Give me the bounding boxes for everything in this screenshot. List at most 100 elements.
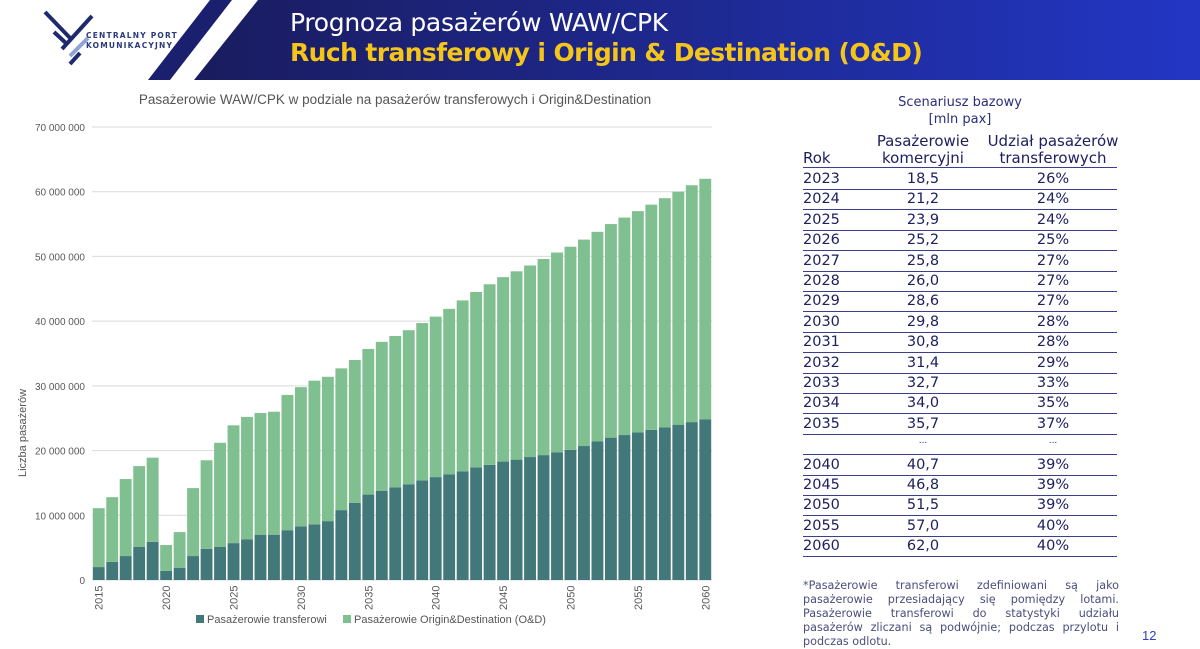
bar-od-2041 <box>443 308 456 475</box>
table-row: 2023 18,5 26% <box>803 169 1117 190</box>
cell-year: 2032 <box>803 354 840 371</box>
bar-transfer-2048 <box>537 455 550 580</box>
bar-od-2059 <box>685 185 698 423</box>
cell-share: 27% <box>1036 293 1070 310</box>
col-header-year: Rok <box>803 149 831 167</box>
bar-od-2019 <box>146 457 159 542</box>
page-title: Prognoza pasażerów WAW/CPK <box>290 8 668 37</box>
cell-share: 39% <box>1036 477 1070 493</box>
bar-od-2029 <box>281 394 294 531</box>
bar-transfer-2044 <box>483 464 496 580</box>
bar-transfer-2025 <box>227 543 240 580</box>
table-row: 2025 23,9 24% <box>803 210 1117 231</box>
bar-od-2028 <box>268 411 280 535</box>
table-row: 2045 46,8 39% <box>803 475 1117 496</box>
bar-transfer-2054 <box>618 435 631 580</box>
bar-transfer-2026 <box>241 539 253 580</box>
bar-od-2055 <box>631 211 644 433</box>
bar-transfer-2017 <box>119 556 132 580</box>
x-tick-label: 2020 <box>161 586 173 610</box>
bar-transfer-2042 <box>456 471 469 580</box>
cell-pax: 21,2 <box>906 191 940 208</box>
y-tick-label: 20 000 000 <box>35 447 85 458</box>
bar-transfer-2047 <box>524 457 536 580</box>
bar-transfer-2041 <box>443 474 456 580</box>
bar-od-2049 <box>551 252 563 453</box>
bar-transfer-2052 <box>591 441 604 580</box>
bar-transfer-2028 <box>268 534 280 580</box>
bar-od-2027 <box>254 413 267 535</box>
cell-pax: 35,7 <box>906 415 940 432</box>
cell-share: ... <box>1048 436 1058 447</box>
legend-swatch-od <box>343 615 351 623</box>
bar-od-2024 <box>214 442 226 547</box>
bar-od-2051 <box>578 239 590 447</box>
cpk-logo-icon <box>43 10 94 66</box>
bar-od-2026 <box>241 416 253 540</box>
cell-share: 28% <box>1036 334 1070 351</box>
header-banner: CENTRALNY PORT KOMUNIKACYJNY Prognoza pa… <box>0 0 1200 82</box>
bar-transfer-2045 <box>497 461 510 580</box>
cell-year: 2045 <box>803 477 840 493</box>
cell-pax: 25,2 <box>906 232 940 249</box>
unit-label: [mln pax] <box>928 112 992 127</box>
col-header-pax-1: Pasażerowie <box>876 132 970 150</box>
legend: Pasażerowie transferowi Pasażerowie Orig… <box>196 614 546 626</box>
bar-od-2054 <box>618 217 631 436</box>
cell-year: 2034 <box>803 395 840 412</box>
table-row: 2060 62,0 40% <box>803 536 1117 558</box>
table-row: ...... <box>803 434 1117 456</box>
table-row: 2028 26,0 27% <box>803 271 1117 292</box>
bar-transfer-2037 <box>389 487 402 580</box>
bar-od-2048 <box>537 259 550 456</box>
x-tick-label: 2025 <box>229 586 241 610</box>
cell-pax: 30,8 <box>906 334 940 351</box>
bar-od-2022 <box>187 488 200 557</box>
legend-label-transfer: Pasażerowie transferowi <box>207 614 327 626</box>
x-tick-label: 2030 <box>296 586 308 610</box>
bar-transfer-2033 <box>335 510 348 580</box>
y-tick-label: 70 000 000 <box>35 123 85 134</box>
bar-od-2040 <box>429 316 442 478</box>
cell-year: 2029 <box>803 293 840 310</box>
bar-od-2045 <box>497 277 510 462</box>
bar-od-2046 <box>510 271 523 460</box>
y-tick-label: 10 000 000 <box>35 511 85 522</box>
cell-pax: 62,0 <box>906 538 940 555</box>
bar-transfer-2040 <box>429 477 442 580</box>
x-tick-label: 2015 <box>94 586 106 610</box>
bar-transfer-2019 <box>146 541 159 580</box>
bar-od-2052 <box>591 231 604 442</box>
x-tick-label: 2050 <box>565 586 577 610</box>
bar-transfer-2034 <box>348 502 361 580</box>
bar-od-2050 <box>564 246 577 450</box>
legend-swatch-transfer <box>196 615 204 623</box>
chart-title: Pasażerowie WAW/CPK w podziale na pasaże… <box>139 92 651 107</box>
bar-transfer-2056 <box>645 429 658 580</box>
bar-transfer-2031 <box>308 524 321 580</box>
cell-share: 40% <box>1036 517 1070 534</box>
cell-share: 25% <box>1036 232 1070 249</box>
bar-od-2053 <box>604 224 617 438</box>
logo-text-line2: KOMUNIKACYJNY <box>86 41 174 50</box>
bar-od-2038 <box>402 330 415 485</box>
bar-transfer-2022 <box>187 556 200 580</box>
table-row: 2026 25,2 25% <box>803 230 1117 252</box>
bar-transfer-2035 <box>362 494 375 580</box>
banner-background <box>43 0 1200 80</box>
cell-share: 33% <box>1036 375 1070 391</box>
cell-year: 2025 <box>803 211 840 228</box>
bar-od-2025 <box>227 425 240 544</box>
cell-pax: 51,5 <box>906 497 940 514</box>
cell-share: 27% <box>1036 273 1070 289</box>
bar-od-2032 <box>321 376 334 522</box>
bar-transfer-2023 <box>200 548 213 580</box>
y-tick-label: 30 000 000 <box>35 382 85 393</box>
cell-share: 35% <box>1036 395 1070 412</box>
bar-transfer-2039 <box>416 480 429 580</box>
x-tick-label: 2040 <box>431 586 443 610</box>
cell-year: 2050 <box>803 497 840 514</box>
bar-od-2056 <box>645 204 658 430</box>
table-row: 2032 31,4 29% <box>803 353 1117 374</box>
x-tick-label: 2045 <box>498 586 510 610</box>
